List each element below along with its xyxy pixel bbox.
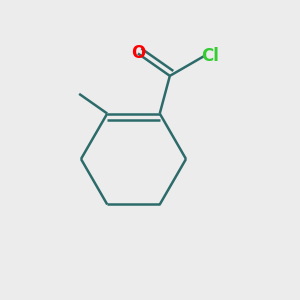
- Text: O: O: [131, 44, 145, 62]
- Text: Cl: Cl: [201, 47, 219, 65]
